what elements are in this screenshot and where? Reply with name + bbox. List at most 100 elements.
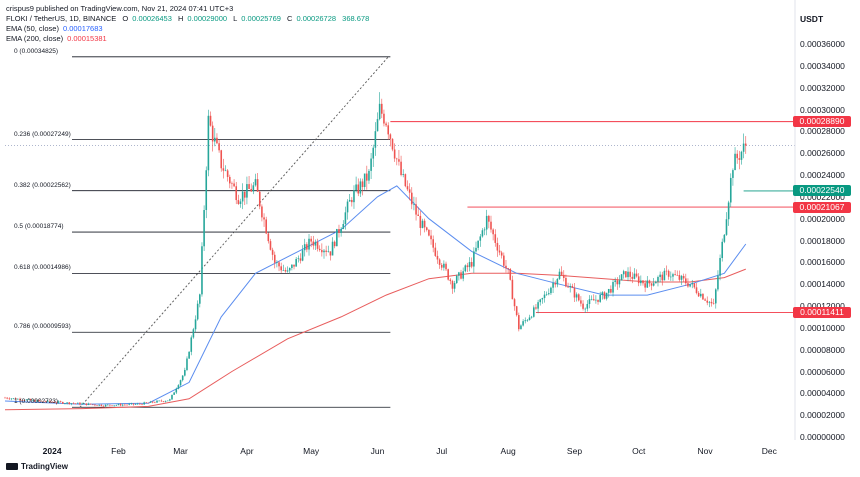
candle-body — [640, 280, 642, 284]
candle-body — [282, 270, 285, 271]
price-tick-label: 0.00004000 — [800, 388, 845, 399]
candle-body — [355, 184, 357, 191]
fib-level-label: 0.786 (0.00009593) — [14, 323, 71, 331]
candle-body — [228, 176, 231, 184]
candle-body — [665, 270, 668, 272]
candle-body — [188, 351, 190, 359]
candle-body — [610, 288, 612, 293]
candle-body — [562, 274, 565, 278]
candle-body — [303, 244, 306, 251]
ema200-line — [4, 268, 746, 411]
candle-body — [415, 204, 417, 215]
tradingview-logo[interactable]: TradingView — [6, 462, 68, 471]
candle-body — [19, 398, 21, 401]
price-tick-label: 0.00026000 — [800, 148, 845, 159]
candle-body — [672, 274, 674, 277]
candle-body — [89, 403, 92, 405]
candle-body — [685, 278, 687, 284]
candle-body — [477, 240, 479, 248]
candle-body — [520, 325, 522, 330]
candle-body — [432, 239, 434, 248]
candle-body — [550, 287, 552, 294]
candle-body — [128, 403, 130, 405]
candle-body — [526, 320, 529, 321]
candle-body — [333, 241, 336, 247]
candle-body — [318, 248, 321, 251]
candle-body — [616, 280, 619, 285]
candle-body — [102, 405, 105, 407]
time-tick-label: Dec — [761, 446, 777, 456]
candle-body — [659, 274, 661, 278]
candle-body — [417, 214, 419, 216]
candle-body — [124, 404, 126, 406]
candle-body — [689, 284, 691, 287]
symbol-title: FLOKI / TetherUS, 1D, BINANCE — [6, 14, 117, 23]
candle-body — [462, 271, 464, 279]
candle-body — [36, 400, 38, 402]
candle-body — [370, 158, 372, 171]
candle-body — [117, 404, 120, 406]
time-tick-label: Nov — [697, 446, 713, 456]
candle-body — [115, 405, 118, 406]
candle-body — [541, 298, 544, 300]
candle-body — [104, 404, 107, 407]
fib-level-label: 0.236 (0.00027249) — [14, 130, 71, 138]
candle-body — [55, 402, 58, 404]
candle-body — [447, 269, 449, 280]
ohlc-low: 0.00025769 — [241, 14, 281, 23]
candle-body — [710, 301, 713, 304]
time-tick-label: Sep — [566, 446, 583, 456]
candle-body — [518, 315, 520, 330]
candle-body — [209, 115, 212, 126]
fib-level-label: 0 (0.00034825) — [14, 47, 59, 55]
price-tick-label: 0.00034000 — [800, 60, 845, 71]
candle-body — [406, 186, 409, 190]
price-tick-label: 0.00012000 — [800, 301, 845, 311]
candle-body — [607, 288, 610, 293]
candle-body — [522, 321, 524, 326]
candle-body — [353, 190, 355, 203]
candle-body — [21, 400, 23, 401]
price-tick-label: 0.00008000 — [800, 344, 845, 355]
candle-body — [744, 143, 747, 146]
candle-body — [126, 404, 128, 406]
candle-body — [173, 392, 175, 395]
candle-body — [59, 401, 62, 402]
currency-label: USDT — [800, 14, 824, 24]
candle-body — [372, 147, 375, 159]
candle-body — [51, 401, 53, 403]
candle-body — [537, 302, 539, 309]
candle-body — [702, 293, 704, 300]
time-tick-label: Aug — [500, 446, 516, 456]
candle-body — [119, 404, 122, 406]
candle-body — [113, 405, 115, 406]
candle-body — [136, 403, 139, 405]
candle-body — [430, 235, 432, 240]
candle-body — [438, 259, 441, 265]
candle-body — [646, 280, 649, 288]
candle-body — [717, 275, 719, 290]
ema50-legend[interactable]: EMA (50, close) 0.00017683 — [6, 24, 107, 33]
candle-body — [410, 192, 413, 205]
candle-body — [629, 271, 631, 277]
candle-body — [693, 283, 696, 288]
candle-body — [706, 300, 709, 303]
candle-body — [449, 279, 452, 282]
candle-body — [577, 294, 580, 301]
candle-body — [513, 299, 516, 307]
ema200-legend[interactable]: EMA (200, close) 0.00015381 — [6, 34, 111, 43]
candle-body — [440, 264, 443, 268]
price-tick-label: 0.00018000 — [800, 235, 845, 246]
candle-body — [603, 292, 606, 299]
candle-body — [57, 401, 60, 403]
candle-body — [211, 125, 214, 142]
candle-body — [130, 403, 133, 405]
candle-body — [111, 405, 113, 407]
candle-body — [699, 293, 702, 297]
candle-body — [348, 199, 351, 202]
candle-body — [687, 283, 689, 287]
symbol-ohlc-line: FLOKI / TetherUS, 1D, BINANCE O 0.0002645… — [6, 14, 373, 23]
candle-body — [644, 283, 646, 288]
candle-body — [346, 201, 349, 213]
